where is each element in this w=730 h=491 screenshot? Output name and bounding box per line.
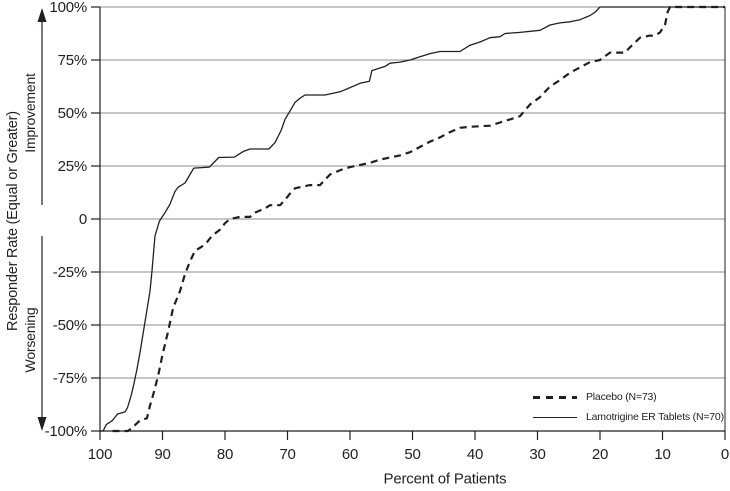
- y-tick-label: -25%: [53, 264, 87, 281]
- improvement-arrowhead-icon: [37, 8, 47, 22]
- x-axis-title: Percent of Patients: [383, 470, 507, 488]
- x-tick-label: 10: [654, 446, 670, 463]
- x-tick-label: 60: [342, 446, 358, 463]
- x-tick-label: 90: [154, 446, 170, 463]
- worsening-arrowhead-icon: [37, 417, 47, 431]
- y-tick-label: 50%: [58, 105, 87, 122]
- x-tick-label: 30: [529, 446, 545, 463]
- x-tick-label: 100: [88, 446, 112, 463]
- y-tick-label: 0: [79, 211, 87, 228]
- y-tick-label: -100%: [45, 423, 87, 440]
- x-tick-label: 0: [721, 446, 729, 463]
- legend-item-placebo: Placebo (N=73): [533, 387, 724, 407]
- legend-label-lamotrigine: Lamotrigine ER Tablets (N=70): [586, 411, 724, 423]
- lamotrigine-series-line: [100, 6, 725, 432]
- y-tick-label: -75%: [53, 370, 87, 387]
- y-tick-label: 25%: [58, 158, 87, 175]
- x-tick-label: 70: [279, 446, 295, 463]
- x-tick-label: 50: [404, 446, 420, 463]
- x-tick-label: 20: [592, 446, 608, 463]
- y-tick-label: -50%: [53, 317, 87, 334]
- placebo-series-line: [112, 5, 725, 433]
- legend: Placebo (N=73) Lamotrigine ER Tablets (N…: [533, 387, 724, 427]
- x-tick-label: 80: [217, 446, 233, 463]
- x-tick-label: 40: [467, 446, 483, 463]
- legend-label-placebo: Placebo (N=73): [586, 391, 657, 403]
- y-tick-label: 75%: [58, 52, 87, 69]
- y-tick-label: 100%: [49, 0, 87, 16]
- improvement-label: Improvement: [22, 73, 38, 153]
- placebo-dashed-line-sample: [533, 395, 577, 399]
- worsening-label: Worsening: [22, 307, 38, 373]
- legend-item-lamotrigine: Lamotrigine ER Tablets (N=70): [533, 407, 724, 427]
- y-axis-title: Responder Rate (Equal or Greater): [5, 111, 21, 331]
- lamotrigine-solid-line-sample: [533, 416, 577, 418]
